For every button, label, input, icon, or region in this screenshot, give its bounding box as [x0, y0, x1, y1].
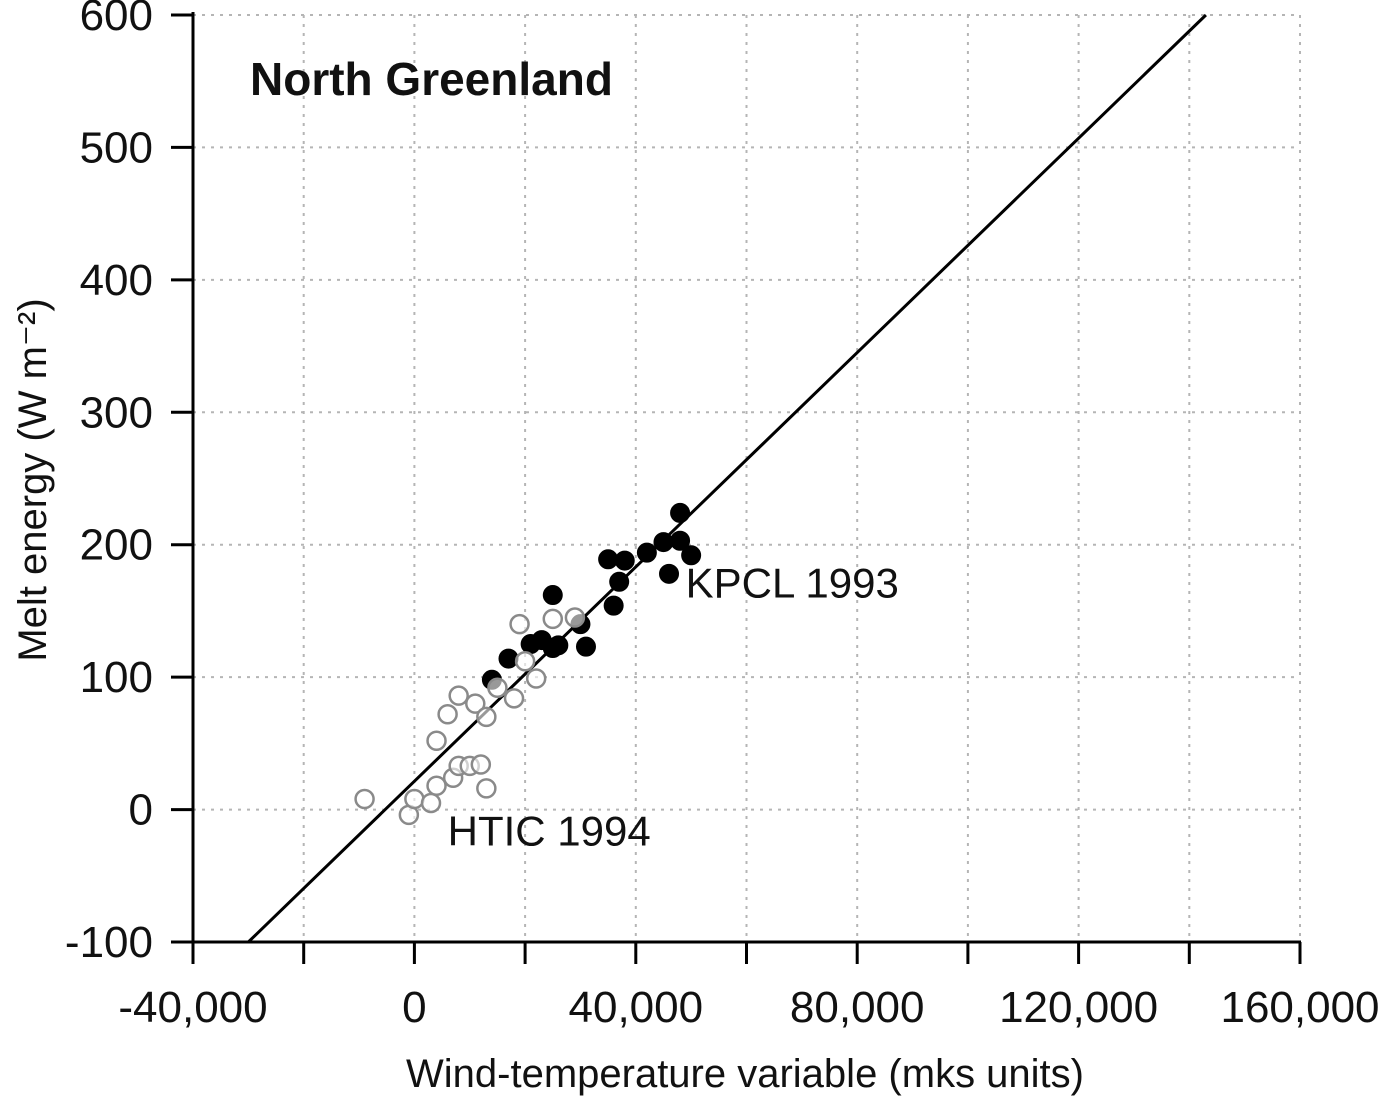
y-axis-title: Melt energy (W m⁻²) — [11, 298, 55, 661]
htic-data-point — [426, 730, 447, 751]
kpcl-data-point — [659, 563, 680, 584]
y-tick-label: 400 — [80, 256, 153, 305]
kpcl-data-point — [575, 636, 596, 657]
htic-data-point — [514, 651, 536, 672]
htic-data-point — [354, 788, 375, 810]
kpcl-data-point — [614, 550, 635, 571]
y-tick-label: 500 — [80, 123, 153, 172]
kpcl-1993-label: KPCL 1993 — [686, 560, 899, 607]
x-tick-label: 120,000 — [999, 983, 1158, 1032]
axes-layer — [171, 12, 1302, 964]
htic-data-point — [542, 608, 564, 630]
kpcl-data-point — [609, 571, 630, 592]
kpcl-data-point — [598, 549, 619, 570]
kpcl-data-point — [670, 502, 691, 523]
kpcl-data-point — [548, 635, 569, 656]
kpcl-data-point — [603, 595, 624, 616]
fit-line-layer — [247, 13, 1207, 944]
htic-data-point — [448, 685, 469, 706]
kpcl-data-point — [670, 530, 691, 551]
y-tick-label: 100 — [80, 653, 153, 702]
y-tick-label: 600 — [80, 0, 153, 40]
y-tick-label: -100 — [65, 918, 153, 967]
y-tick-label: 200 — [80, 521, 153, 570]
x-tick-label: -40,000 — [118, 983, 267, 1032]
kpcl-data-point — [542, 585, 563, 606]
y-tick-label: 300 — [80, 388, 153, 437]
kpcl-data-point — [653, 532, 674, 553]
htic-data-point — [426, 775, 447, 796]
kpcl-data-point — [681, 545, 702, 566]
chart-title: North Greenland — [250, 53, 613, 105]
htic-data-point — [404, 788, 425, 810]
htic-data-point — [420, 792, 442, 814]
text-layer: North Greenland Wind-temperature variabl… — [11, 0, 1380, 1096]
htic-data-point — [476, 706, 497, 728]
x-tick-label: 0 — [402, 983, 426, 1032]
kpcl-data-point — [498, 648, 519, 669]
x-tick-label: 160,000 — [1220, 983, 1379, 1032]
htic-data-point — [476, 778, 497, 799]
x-tick-label: 80,000 — [790, 983, 925, 1032]
htic-data-point — [564, 607, 586, 628]
y-tick-label: 0 — [129, 786, 153, 835]
htic-data-point — [487, 677, 508, 698]
data-points-layer — [354, 502, 702, 826]
htic-data-point — [470, 754, 492, 775]
htic-1994-label: HTIC 1994 — [448, 807, 651, 854]
x-tick-label: 40,000 — [569, 983, 704, 1032]
grid-layer — [193, 14, 1301, 942]
kpcl-data-point — [636, 542, 657, 563]
htic-data-point — [437, 703, 458, 725]
htic-data-point — [525, 668, 547, 689]
htic-data-point — [465, 693, 486, 714]
x-axis-title: Wind-temperature variable (mks units) — [406, 1052, 1084, 1096]
regression-line — [247, 13, 1207, 944]
htic-data-point — [509, 613, 530, 635]
htic-data-point — [503, 688, 525, 709]
